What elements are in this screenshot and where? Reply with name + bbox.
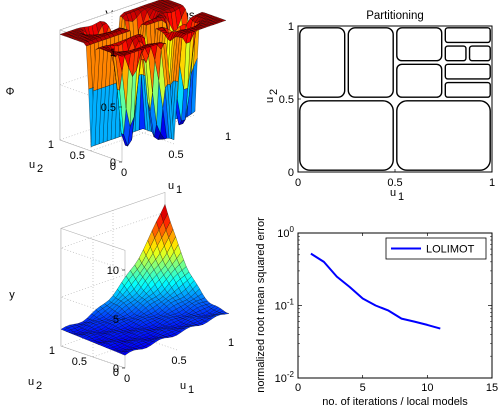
z-tick-label: 10 — [107, 265, 119, 277]
partitioning-ylabel: u 2 — [264, 89, 280, 103]
z-tick-label: 1 — [110, 47, 116, 59]
y-tick-label: 0.5 — [72, 356, 87, 368]
svg-text:u: u — [29, 159, 35, 171]
partitioning-title: Partitioning — [366, 10, 424, 22]
svg-text:2: 2 — [37, 163, 43, 175]
partition-cell — [347, 27, 394, 98]
svg-text:1: 1 — [176, 184, 182, 196]
y-tick-label: 1 — [48, 139, 54, 151]
y-tick-label: 0 — [110, 161, 116, 173]
series-line — [310, 252, 441, 330]
floor-gridline — [92, 320, 198, 358]
partition-cell — [444, 27, 491, 44]
y-tick-label: 1 — [49, 345, 55, 357]
x-tick-label: 0 — [124, 373, 130, 385]
error-series — [310, 252, 441, 330]
y-tick-label: 0.5 — [279, 94, 294, 106]
partition-cell — [444, 63, 491, 80]
output-ylabel: u 2 — [28, 376, 42, 392]
x-tick-label: 0.5 — [387, 177, 402, 189]
x-tick-label: 0 — [121, 167, 127, 179]
x-tick-label: 0.5 — [171, 355, 186, 367]
output-xlabel: u 1 — [180, 380, 194, 396]
svg-text:2: 2 — [36, 380, 42, 392]
partition-cell — [396, 27, 443, 62]
z-tick-label: 0.5 — [101, 102, 116, 114]
error-xlabel: no. of iterations / local models — [322, 396, 468, 408]
x-tick-label: 10 — [421, 382, 433, 394]
floor-gridline — [90, 114, 196, 152]
partition-cell — [299, 27, 346, 98]
z-gridline — [60, 211, 166, 271]
svg-text:2: 2 — [268, 89, 280, 95]
y-tick-label: 1 — [288, 21, 294, 33]
partitioning-ticks: 0 0.5 1 0 0.5 1 — [279, 21, 495, 189]
y-tick-label: 0 — [113, 367, 119, 379]
x-tick-label: 5 — [360, 382, 366, 394]
svg-text:u: u — [180, 380, 186, 392]
svg-text:u: u — [390, 187, 396, 199]
validity-xlabel: u 1 — [168, 180, 182, 196]
legend: LOLIMOT — [385, 237, 487, 260]
y-tick-label: 100 — [277, 225, 294, 240]
partition-cell — [444, 81, 491, 98]
partition-cell — [396, 63, 443, 98]
svg-text:1: 1 — [398, 191, 404, 203]
svg-text:u: u — [28, 376, 34, 388]
partitioning-xlabel: u 1 — [390, 187, 404, 203]
z-gridline — [59, 103, 165, 163]
validity-ticks: 0 0.5 1 0 0.5 1 0 0.5 1 — [48, 47, 231, 179]
svg-text:u: u — [168, 180, 174, 192]
x-tick-label: 0 — [295, 382, 301, 394]
validity-zlabel: Φ — [6, 86, 15, 98]
x-tick-label: 0 — [295, 177, 301, 189]
y-tick-label: 10-2 — [275, 370, 295, 385]
x-tick-label: 1 — [225, 131, 231, 143]
partitioning-panel: Partitioning 0 0.5 1 0 0.5 1 u 2 u 1 — [264, 10, 495, 203]
x-tick-label: 1 — [489, 177, 495, 189]
x-tick-label: 1 — [228, 337, 234, 349]
y-tick-label: 0.5 — [70, 150, 85, 162]
y-tick-label: 10-1 — [275, 298, 295, 313]
partitioning-axes — [297, 25, 493, 173]
validity-ylabel: u 2 — [29, 159, 43, 175]
output-surface — [60, 203, 230, 356]
x-tick-label: 0.5 — [168, 149, 183, 161]
surface-patch — [121, 351, 130, 356]
partition-cell — [299, 100, 394, 171]
svg-text:1: 1 — [188, 384, 194, 396]
z-tick-label: 0 — [110, 157, 116, 169]
error-panel: 0 5 10 15 10-2 10-1 100 LOLIMOT normalized roo… — [255, 217, 498, 408]
legend-label: LOLIMOT — [426, 244, 475, 256]
partition-cell — [468, 45, 491, 62]
partition-cell — [444, 45, 467, 62]
x-tick-label: 15 — [486, 382, 498, 394]
legend-box — [385, 237, 487, 260]
error-ticks: 0 5 10 15 10-2 10-1 100 — [275, 225, 499, 394]
svg-text:u: u — [264, 97, 276, 103]
z-tick-label: 5 — [113, 314, 119, 326]
partition-cells — [299, 27, 491, 171]
surface-patch — [119, 54, 127, 57]
partition-cell — [396, 100, 491, 171]
z-tick-label: 0 — [113, 363, 119, 375]
error-ylabel: normalized root mean squared error — [255, 217, 267, 393]
output-zlabel: y — [9, 289, 15, 301]
y-tick-label: 0 — [288, 167, 294, 179]
